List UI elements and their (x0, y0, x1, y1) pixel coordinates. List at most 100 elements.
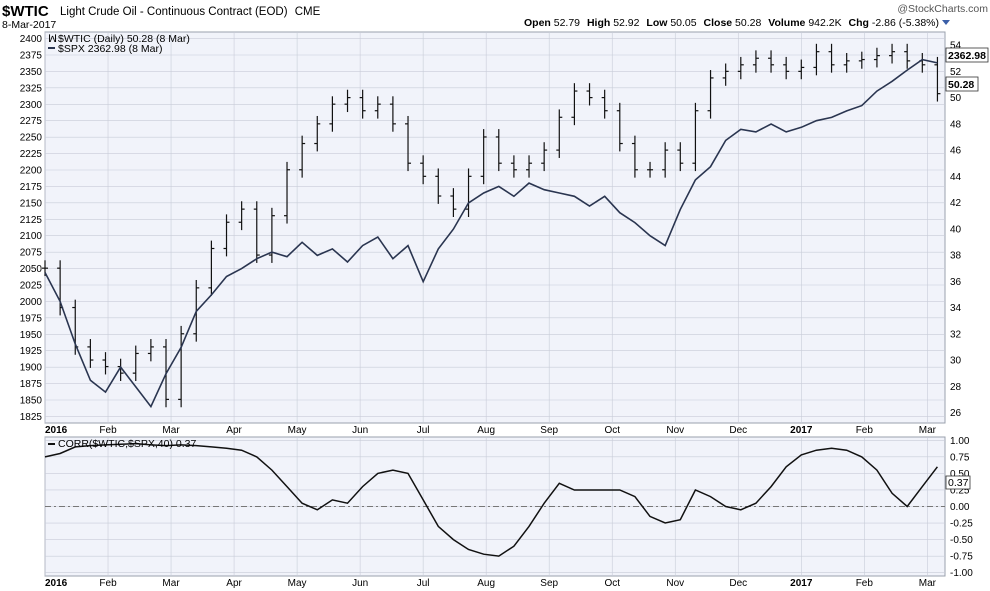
wtic-bar (737, 56, 744, 80)
wtic-bar (904, 43, 911, 69)
x-tick-label: 2017 (790, 578, 813, 589)
wtic-bar (178, 325, 185, 408)
wtic-bar (873, 47, 880, 68)
x-tick-label: Mar (162, 425, 180, 436)
corr-tick-label: 0.00 (950, 502, 970, 513)
wtic-tick-label: 42 (950, 198, 962, 209)
spx-tick-label: 2200 (20, 166, 43, 177)
x-tick-label: Jun (352, 425, 368, 436)
chart-description: Light Crude Oil - Continuous Contract (E… (60, 6, 321, 18)
close-value: 50.28 (735, 17, 761, 29)
wtic-bar (465, 168, 472, 218)
spx-tick-label: 1825 (20, 412, 43, 423)
wtic-bar (405, 115, 412, 172)
spx-tick-label: 2125 (20, 215, 43, 226)
wtic-bar (843, 52, 850, 73)
wtic-tick-label: 44 (950, 172, 962, 183)
spx-tick-label: 2000 (20, 297, 43, 308)
spx-last-value: 2362.98 (948, 50, 986, 62)
spx-tick-label: 2275 (20, 116, 43, 127)
wtic-bar (586, 83, 593, 106)
volume-value: 942.2K (808, 17, 841, 29)
main-plot-area (44, 31, 946, 424)
wtic-bar (677, 142, 684, 172)
wtic-tick-label: 28 (950, 382, 962, 393)
x-tick-label: Jul (417, 425, 430, 436)
wtic-legend-icon: ꟽ (48, 33, 57, 45)
main-x-axis: 2016 Feb Mar Apr May Jun Jul Aug Sep Oct Nov Dec 201… (45, 425, 937, 436)
spx-line (44, 58, 938, 409)
x-tick-label: Oct (604, 425, 620, 436)
wtic-bar (707, 70, 714, 119)
wtic-tick-label: 40 (950, 224, 962, 235)
wtic-bar (238, 201, 245, 231)
x-tick-label: Dec (729, 578, 747, 589)
wtic-bar (662, 142, 669, 178)
wtic-tick-label: 32 (950, 329, 962, 340)
wtic-tick-label: 54 (950, 41, 962, 52)
corr-tick-label: -0.50 (950, 535, 973, 546)
spx-tick-label: 2375 (20, 51, 43, 62)
spx-tick-label: 2225 (20, 149, 43, 160)
x-tick-label: Aug (477, 578, 495, 589)
x-tick-label: Jul (417, 578, 430, 589)
wtic-bar (647, 161, 654, 178)
settings-dropdown-icon[interactable] (942, 20, 950, 25)
wtic-last-value: 50.28 (948, 79, 974, 91)
wtic-bar (813, 43, 820, 76)
volume-label: Volume (768, 17, 805, 29)
main-grid (44, 32, 945, 423)
wtic-bar (541, 142, 548, 172)
spx-tick-label: 1950 (20, 330, 43, 341)
x-tick-label: Sep (540, 578, 558, 589)
x-tick-label: 2016 (45, 425, 68, 436)
corr-tick-label: 0.25 (950, 485, 970, 496)
wtic-bar (616, 102, 623, 152)
x-tick-label: Apr (226, 578, 242, 589)
wtic-bar (571, 83, 578, 126)
wtic-bar (934, 56, 941, 102)
corr-last-tag: 0.37 (945, 475, 971, 490)
chart-date: 8-Mar-2017 (2, 19, 56, 31)
wtic-tick-label: 36 (950, 277, 962, 288)
low-value: 50.05 (670, 17, 696, 29)
chg-label: Chg (849, 17, 869, 29)
wtic-bar (752, 50, 759, 73)
corr-x-axis: 2016 Feb Mar Apr May Jun Jul Aug Sep Oct Nov Dec 201… (45, 578, 937, 589)
spx-tick-label: 2300 (20, 100, 43, 111)
wtic-bar (601, 89, 608, 119)
x-tick-label: Feb (99, 425, 117, 436)
spx-tick-label: 2250 (20, 133, 43, 144)
wtic-bar (480, 129, 487, 185)
spx-tick-label: 1975 (20, 313, 43, 324)
corr-tick-label: -0.25 (950, 519, 973, 530)
chart-symbol: $WTIC (2, 3, 49, 20)
wtic-bar (147, 339, 154, 362)
x-tick-label: Mar (162, 578, 180, 589)
wtic-bar (783, 56, 790, 80)
x-tick-label: Apr (226, 425, 242, 436)
x-tick-label: Mar (919, 578, 937, 589)
wtic-last-tag: 50.28 (945, 76, 979, 92)
spx-tick-label: 2175 (20, 182, 43, 193)
wtic-bar (329, 96, 336, 132)
wtic-bar (344, 89, 351, 113)
spx-tick-label: 2150 (20, 198, 43, 209)
spx-tick-label: 1850 (20, 396, 43, 407)
wtic-bar (556, 109, 563, 158)
low-label: Low (646, 17, 668, 29)
wtic-bar (132, 345, 139, 382)
corr-legend-text: CORR($WTIC,$SPX,40) 0.37 (58, 438, 196, 450)
main-legend: ꟽ $WTIC (Daily) 50.28 (8 Mar) $SPX 2362.… (48, 33, 190, 55)
spx-legend-swatch (48, 47, 55, 49)
wtic-tick-label: 38 (950, 251, 962, 262)
watermark: @StockCharts.com (897, 3, 988, 15)
wtic-bar (858, 51, 865, 69)
close-label: Close (704, 17, 733, 29)
exchange-text: CME (295, 6, 321, 18)
spx-axis: 2400 2375 2350 2325 2300 2275 2250 2225 2200 2175… (20, 34, 43, 423)
wtic-bar (208, 240, 215, 296)
wtic-bar (692, 102, 699, 172)
wtic-bar (798, 59, 805, 80)
corr-tick-label: 0.50 (950, 469, 970, 480)
